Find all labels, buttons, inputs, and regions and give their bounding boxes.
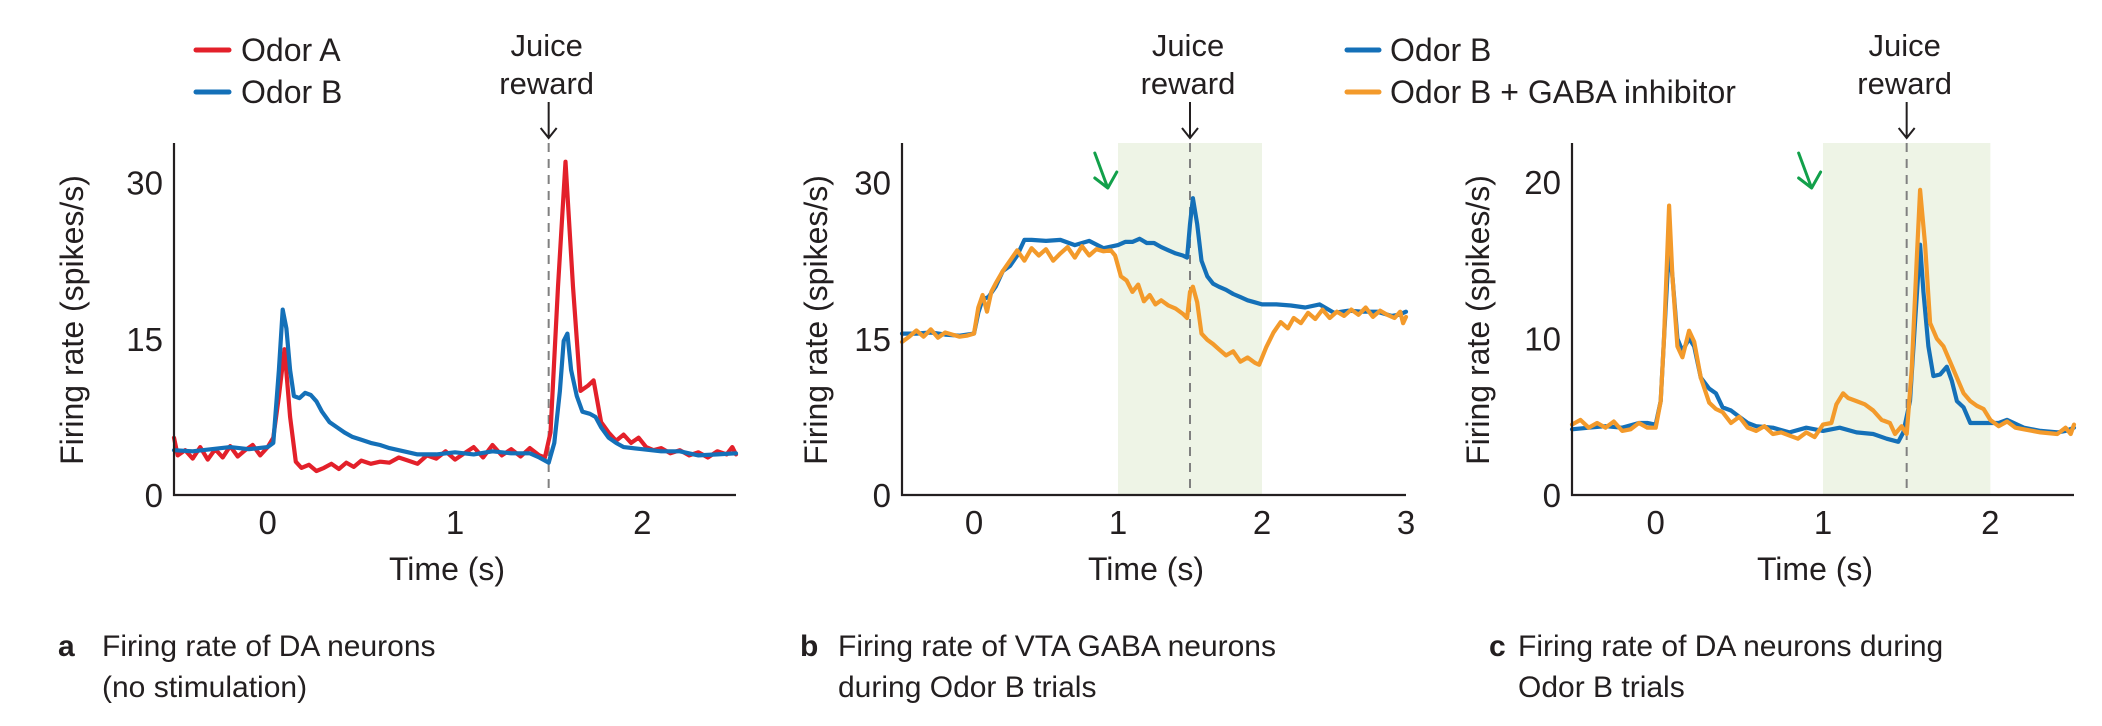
y-tick-label: 10 bbox=[1524, 321, 1561, 358]
x-tick-label: 2 bbox=[1253, 504, 1271, 541]
x-tick-label: 0 bbox=[1646, 504, 1664, 541]
series-line-odor-a bbox=[171, 159, 739, 474]
y-axis-title: Firing rate (spikes/s) bbox=[1460, 175, 1496, 465]
y-tick-label: 30 bbox=[854, 165, 891, 202]
panel-caption-line2: during Odor B trials bbox=[838, 671, 1096, 704]
x-tick-label: 0 bbox=[258, 504, 276, 541]
panel-letter: b bbox=[800, 630, 818, 663]
stimulation-onset-arrow-icon bbox=[1797, 151, 1823, 190]
series-line-odor-b bbox=[171, 307, 739, 465]
y-tick-label: 0 bbox=[145, 477, 163, 514]
x-tick-label: 2 bbox=[633, 504, 651, 541]
x-axis-title: Time (s) bbox=[1757, 551, 1873, 587]
reward-annotation-line2: reward bbox=[1857, 66, 1952, 101]
legend-label-odor-b-gaba: Odor B + GABA inhibitor bbox=[1390, 74, 1736, 110]
series-line-odor-b-gaba-inhibitor bbox=[1569, 187, 2077, 441]
x-tick-label: 0 bbox=[965, 504, 983, 541]
x-tick-label: 1 bbox=[1814, 504, 1832, 541]
panel-b: 0 15 30 0 1 2 3 Time (s) Firing rate (spikes/s) J… bbox=[798, 28, 1415, 704]
y-axis-title: Firing rate (spikes/s) bbox=[798, 175, 834, 465]
reward-annotation-line2: reward bbox=[1141, 66, 1236, 101]
panel-caption-line1: Firing rate of DA neurons during bbox=[1518, 630, 1943, 663]
reward-annotation-line1: Juice bbox=[1868, 28, 1940, 63]
y-axis-title: Firing rate (spikes/s) bbox=[54, 175, 90, 465]
legend-panel-bc: Odor B Odor B + GABA inhibitor bbox=[1344, 32, 1736, 110]
reward-arrow-icon bbox=[1897, 102, 1916, 140]
panel-a: 0 15 30 0 1 2 Time (s) Firing rate (spikes/s) Ju… bbox=[54, 28, 739, 704]
panel-c: 0 10 20 0 1 2 Time (s) Firing rate (spikes/s) Ju… bbox=[1460, 28, 2077, 704]
reward-annotation-line1: Juice bbox=[510, 28, 582, 63]
reward-annotation-line2: reward bbox=[499, 66, 594, 101]
x-axis-title: Time (s) bbox=[1088, 551, 1204, 587]
x-tick-label: 2 bbox=[1981, 504, 1999, 541]
x-tick-label: 1 bbox=[446, 504, 464, 541]
legend-label-odor-a: Odor A bbox=[241, 32, 341, 68]
stimulation-onset-arrow-icon bbox=[1093, 151, 1119, 190]
y-tick-label: 0 bbox=[873, 477, 891, 514]
panel-letter: c bbox=[1489, 630, 1506, 663]
panel-caption-line2: Odor B trials bbox=[1518, 671, 1685, 704]
y-tick-label: 0 bbox=[1543, 477, 1561, 514]
legend-label-odor-b: Odor B bbox=[241, 74, 342, 110]
y-tick-label: 30 bbox=[126, 165, 163, 202]
x-tick-label: 1 bbox=[1109, 504, 1127, 541]
panel-letter: a bbox=[58, 630, 75, 663]
y-tick-label: 15 bbox=[126, 321, 163, 358]
legend-panel-a: Odor A Odor B bbox=[193, 32, 342, 110]
legend-label-odor-b: Odor B bbox=[1390, 32, 1491, 68]
panel-caption-line1: Firing rate of VTA GABA neurons bbox=[838, 630, 1276, 663]
y-tick-label: 20 bbox=[1524, 164, 1561, 201]
x-tick-label: 3 bbox=[1397, 504, 1415, 541]
panel-caption-line2: (no stimulation) bbox=[102, 671, 307, 704]
y-tick-label: 15 bbox=[854, 321, 891, 358]
reward-arrow-icon bbox=[539, 102, 558, 140]
reward-arrow-icon bbox=[1181, 102, 1199, 140]
panel-caption-line1: Firing rate of DA neurons bbox=[102, 630, 436, 663]
reward-annotation-line1: Juice bbox=[1152, 28, 1224, 63]
series-line-odor-b-gaba-inhibitor bbox=[899, 244, 1409, 367]
x-axis-title: Time (s) bbox=[389, 551, 505, 587]
